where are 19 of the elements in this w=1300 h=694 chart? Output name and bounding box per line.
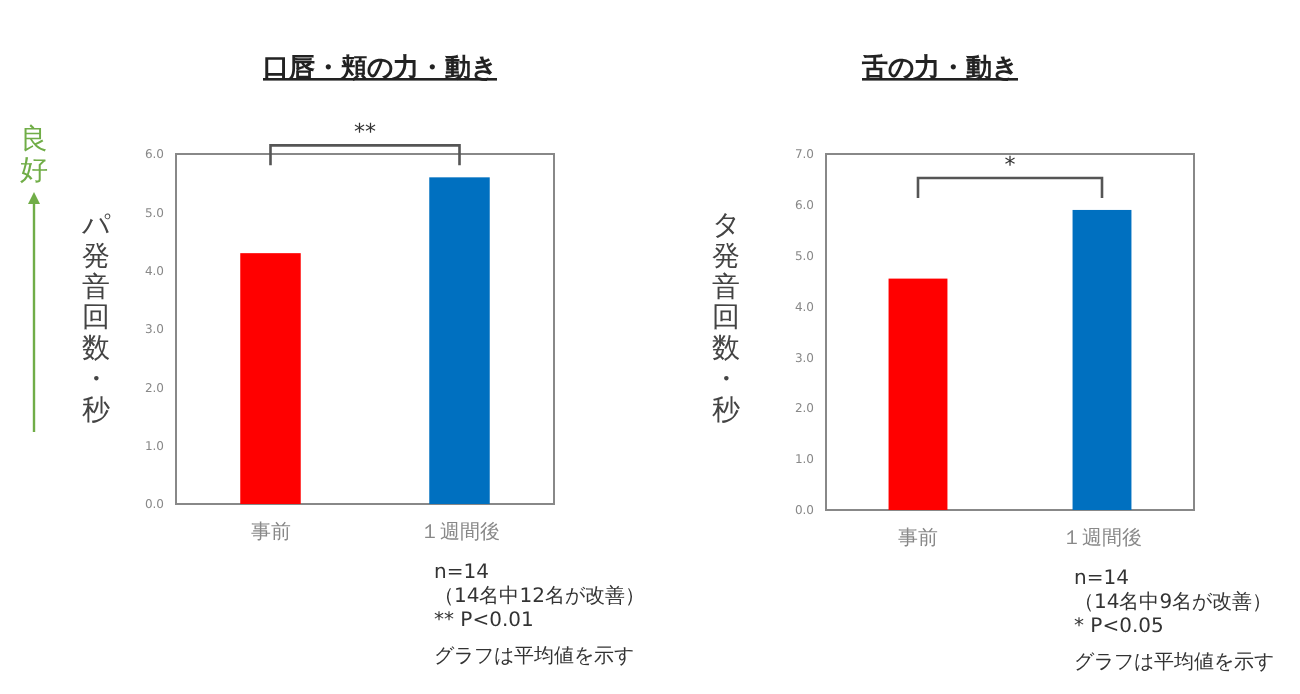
- text: * P<0.05: [1074, 616, 1164, 638]
- text: グラフは平均値を示す: [1074, 650, 1274, 674]
- y-axis-title: タ発音回数・秒: [712, 210, 740, 427]
- text: ** P<0.01: [434, 610, 534, 632]
- text: **: [354, 119, 377, 146]
- y-axis-title: パ発音回数・秒: [80, 210, 112, 427]
- text: n=14: [434, 562, 489, 584]
- text: グラフは平均値を示す: [434, 644, 634, 668]
- x-tick-label: 事前: [250, 520, 291, 544]
- chart-title: 口唇・頬の力・動き: [263, 54, 497, 84]
- x-tick-label: １週間後: [1062, 526, 1142, 550]
- text: （14名中12名が改善）: [434, 584, 645, 608]
- x-tick-label: 事前: [898, 526, 938, 550]
- x-tick-label: １週間後: [419, 520, 500, 544]
- text: n=14: [1074, 568, 1129, 590]
- annotation: *: [1004, 151, 1017, 178]
- chart-title: 舌の力・動き: [860, 52, 1018, 84]
- text: （14名中9名が改善）: [1074, 590, 1273, 614]
- text: 良好: [20, 124, 48, 187]
